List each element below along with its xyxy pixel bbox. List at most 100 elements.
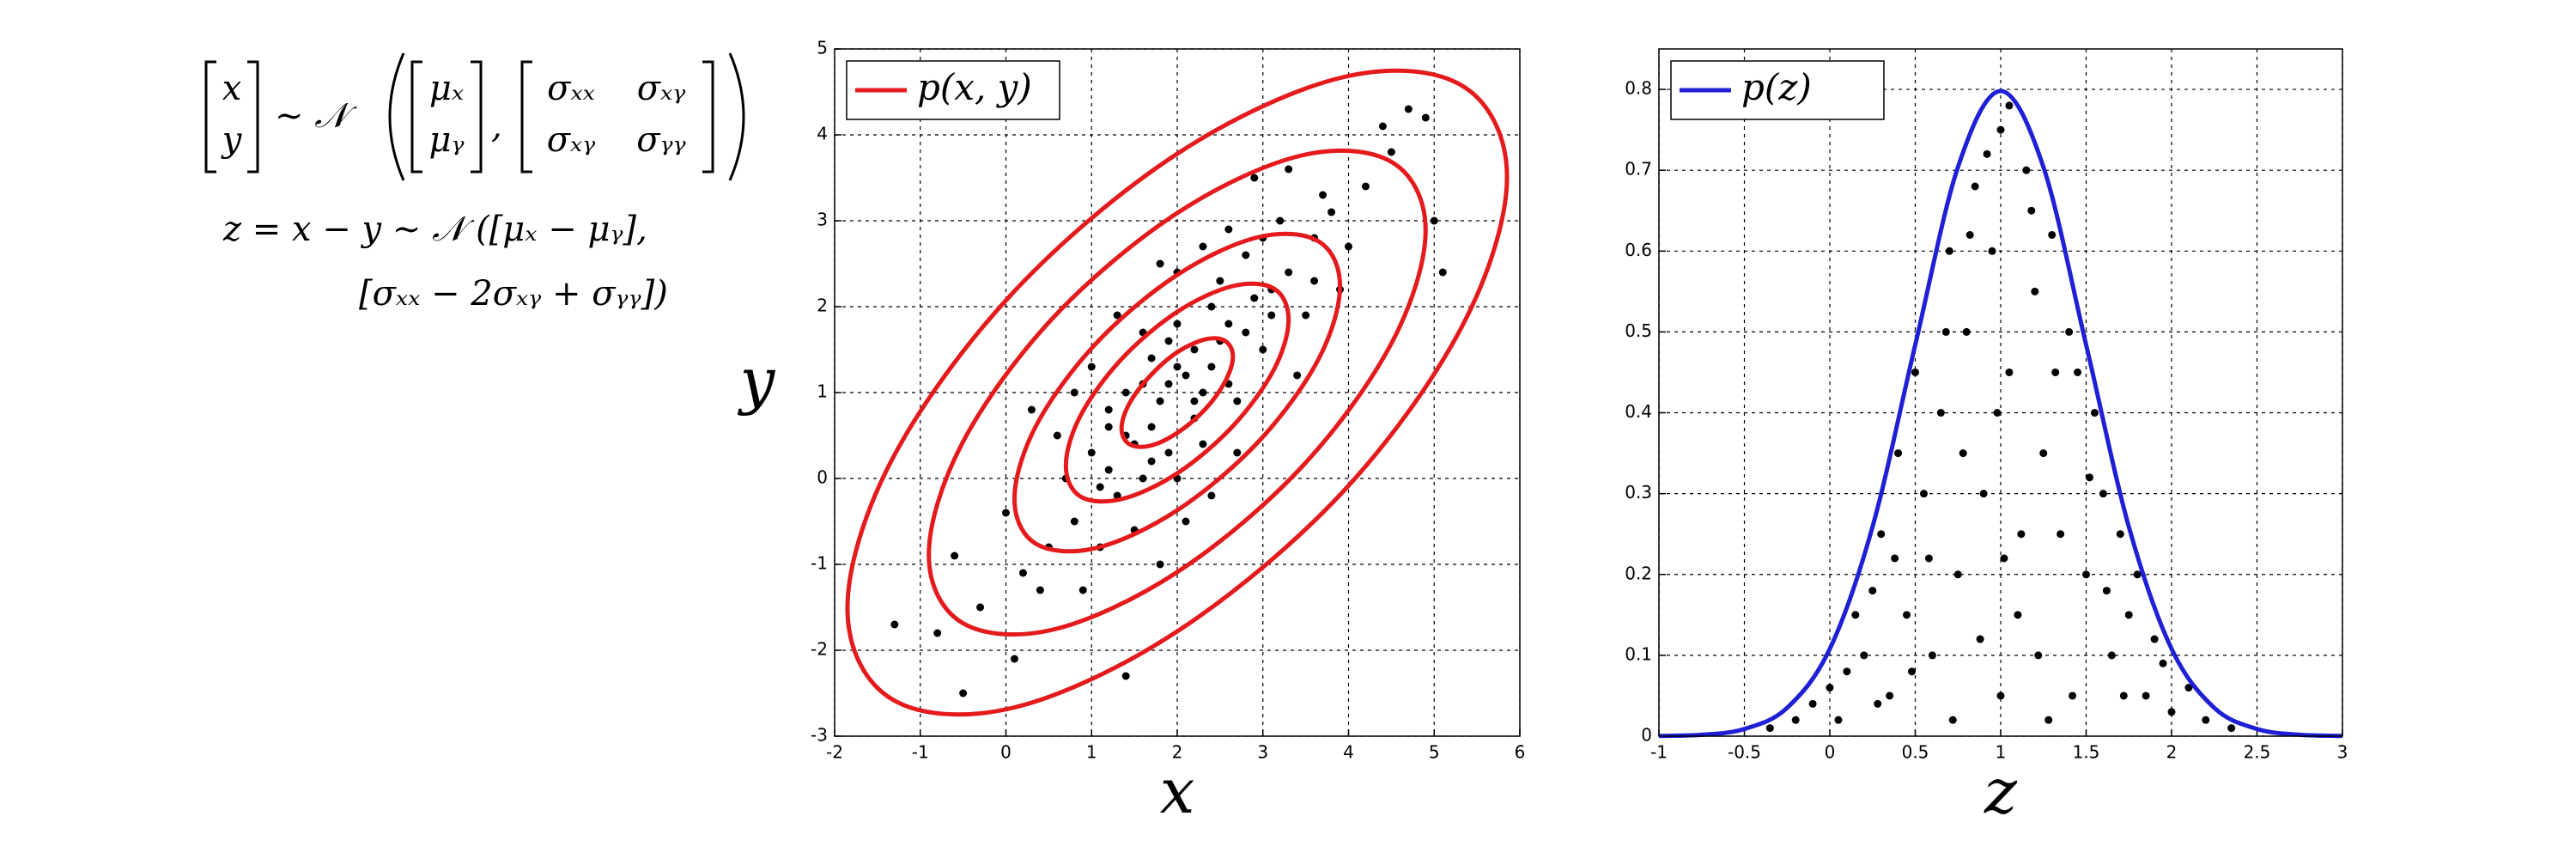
point — [1826, 684, 1834, 692]
point — [1285, 268, 1293, 277]
paren — [728, 52, 745, 181]
cov-entry: σᵧᵧ — [636, 120, 685, 160]
point — [1936, 409, 1945, 417]
bracket — [410, 60, 422, 174]
point — [1199, 440, 1207, 448]
y-axis-label: y — [738, 344, 776, 417]
point — [933, 629, 942, 637]
point — [1207, 362, 1216, 371]
point — [1965, 230, 1974, 239]
point — [1421, 113, 1430, 122]
point — [2124, 611, 2133, 619]
mean-entry: μᵧ — [428, 120, 464, 160]
point — [2142, 691, 2150, 700]
y-tick-label: 0 — [817, 467, 828, 488]
point — [1928, 651, 1936, 660]
point — [1002, 509, 1010, 517]
bracket — [471, 60, 483, 174]
point — [959, 689, 968, 698]
cov-entry: σₓᵧ — [637, 69, 686, 108]
point — [1894, 449, 1903, 458]
point — [2017, 530, 2026, 539]
point — [1327, 208, 1336, 216]
curve — [1012, 231, 1343, 554]
curve — [927, 148, 1428, 637]
x-tick-label: 2 — [2166, 742, 2178, 763]
x-tick-label: 2 — [1172, 742, 1183, 763]
point — [1156, 397, 1164, 405]
x-tick-label: 4 — [1343, 742, 1354, 763]
point — [1886, 691, 1894, 700]
point — [1891, 554, 1899, 563]
point — [1147, 423, 1156, 431]
point — [1173, 362, 1182, 371]
bracket — [702, 60, 714, 174]
cov-entry: σₓᵧ — [547, 120, 596, 160]
y-tick-label: 0.2 — [1625, 563, 1652, 583]
point — [1164, 448, 1173, 457]
point — [1765, 724, 1774, 733]
separator: , — [491, 107, 502, 146]
point — [2090, 409, 2099, 417]
point — [1971, 182, 1979, 191]
vector-entry: y — [221, 120, 243, 160]
point — [1302, 311, 1310, 320]
point — [2102, 587, 2111, 595]
y-tick-label: -3 — [811, 725, 828, 746]
point — [1993, 409, 2002, 417]
point — [1224, 225, 1233, 234]
bracket — [520, 60, 532, 174]
point — [2057, 530, 2065, 539]
point — [1378, 122, 1387, 131]
point — [1430, 216, 1438, 225]
mean-entry: μₓ — [429, 69, 464, 108]
y-tick-label: 2 — [817, 295, 828, 316]
point — [1319, 191, 1327, 199]
point — [1018, 569, 1027, 577]
point — [1199, 242, 1207, 251]
point — [1190, 345, 1199, 354]
y-tick-label: 0.4 — [1625, 401, 1652, 422]
point — [1233, 397, 1242, 405]
vector-entry: x — [222, 69, 242, 108]
point — [1147, 354, 1156, 362]
curve — [845, 68, 1510, 717]
point — [1959, 449, 1967, 458]
axes-frame — [834, 48, 1521, 737]
x-tick-label: 0 — [1000, 742, 1012, 763]
point — [1791, 716, 1800, 724]
point — [2051, 368, 2060, 376]
point — [1121, 672, 1130, 680]
point — [2031, 287, 2039, 295]
x-tick-label: -1 — [1650, 742, 1668, 763]
point — [1983, 149, 1991, 158]
point — [1164, 380, 1173, 388]
paren — [388, 52, 405, 181]
point — [2159, 659, 2167, 667]
point — [1945, 247, 1953, 255]
point — [1087, 448, 1096, 457]
x-tick-label: 3 — [1257, 742, 1268, 763]
point — [1113, 311, 1121, 320]
point — [1911, 368, 1919, 376]
point — [1860, 651, 1868, 660]
point — [2227, 724, 2236, 733]
point — [1345, 242, 1352, 251]
bracket — [247, 60, 259, 174]
point — [1207, 302, 1216, 311]
x-tick-label: -0.5 — [1728, 742, 1761, 763]
point — [2027, 206, 2036, 215]
point — [1285, 165, 1293, 174]
point — [1250, 294, 1259, 302]
y-tick-label: 0.7 — [1625, 159, 1652, 180]
point — [1104, 466, 1113, 474]
cov-entry: σₓₓ — [547, 69, 595, 108]
equations — [204, 52, 745, 181]
x-tick-label: 0 — [1825, 742, 1836, 763]
point — [1096, 483, 1104, 491]
point — [1919, 490, 1928, 498]
y-tick-label: -2 — [811, 639, 828, 660]
y-tick-label: 5 — [817, 38, 828, 58]
x-tick-label: 2.5 — [2244, 742, 2271, 763]
